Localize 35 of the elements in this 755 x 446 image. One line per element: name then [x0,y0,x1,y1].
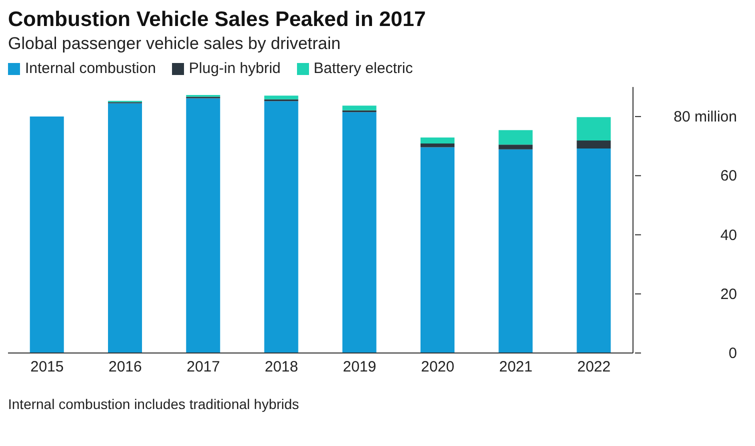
chart-subtitle: Global passenger vehicle sales by drivetrain [8,33,342,55]
y-tick-label: 20 [720,286,737,303]
bar [576,148,611,353]
bar [342,106,376,110]
bar [342,112,376,353]
bar [576,117,611,140]
bar [264,101,298,353]
y-tick-label: 80 million [674,108,737,126]
bar [498,130,533,145]
y-tick-label: 40 [720,226,737,244]
x-tick-label: 2020 [421,358,454,376]
x-tick-label: 2016 [108,358,142,376]
y-tick-label: 60 [720,168,737,185]
x-tick-label: 2022 [577,358,611,376]
bar [420,143,454,148]
bar [498,144,533,150]
bar [498,149,533,353]
legend-label: Internal combustion [24,60,156,77]
bar [30,116,64,353]
x-tick-label: 2019 [342,358,376,376]
x-tick-label: 2017 [186,358,220,376]
bar [576,140,611,148]
text: Internal combustion includes traditional hybrids [8,395,300,413]
bar [420,147,454,353]
x-tick-label: 2018 [264,358,298,376]
legend-label: Battery electric [312,60,413,77]
bar [264,96,298,100]
bar [420,138,454,144]
bar [186,98,220,353]
legend-label: Plug-in hybrid [188,60,281,77]
x-tick-label: 2015 [30,358,64,376]
chart-title: Combustion Vehicle Sales Peaked in 2017 [8,8,427,32]
x-tick-label: 2021 [499,358,532,376]
y-tick-label: 0 [728,345,737,362]
bar [108,103,142,353]
